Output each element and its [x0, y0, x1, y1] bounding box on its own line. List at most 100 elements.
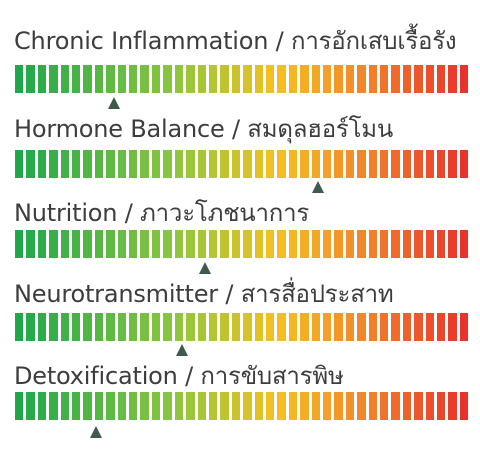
gauge-segment — [334, 392, 343, 420]
gauge-bar-nutrition — [15, 230, 469, 258]
gauge-segment — [414, 313, 423, 341]
gauge-segment — [277, 392, 286, 420]
gauge-segment — [174, 313, 184, 341]
gauge-segment — [220, 313, 229, 341]
gauge-segment — [322, 392, 332, 420]
gauge-segment — [288, 230, 298, 258]
gauge-segment — [459, 230, 469, 258]
gauge-segment — [186, 230, 195, 258]
gauge-segment — [83, 150, 92, 178]
gauge-segment — [208, 230, 218, 258]
gauge-segment — [37, 313, 47, 341]
gauge-segment — [459, 150, 469, 178]
gauge-segment — [322, 313, 332, 341]
gauge-segment — [311, 392, 320, 420]
gauge-segment — [49, 65, 58, 93]
gauge-segment — [243, 230, 252, 258]
gauge-segment — [459, 392, 469, 420]
gauge-segment — [402, 313, 412, 341]
gauge-segment — [151, 230, 161, 258]
gauge-segment — [117, 150, 127, 178]
gauge-segment — [368, 65, 377, 93]
gauge-segment — [345, 150, 355, 178]
gauge-segment — [72, 392, 81, 420]
gauge-segment — [300, 65, 309, 93]
gauge-segment — [345, 230, 355, 258]
gauge-segment — [265, 313, 275, 341]
gauge-segment — [425, 392, 435, 420]
gauge-segment — [265, 230, 275, 258]
gauge-segment — [197, 313, 206, 341]
gauge-segment — [72, 313, 81, 341]
gauge-segment — [94, 313, 104, 341]
gauge-segment — [106, 313, 115, 341]
gauge-segment — [129, 230, 138, 258]
gauge-segment — [254, 150, 263, 178]
gauge-segment — [49, 150, 58, 178]
gauge-segment — [391, 392, 400, 420]
gauge-segment — [83, 313, 92, 341]
gauge-segment — [243, 392, 252, 420]
gauge-segment — [459, 313, 469, 341]
gauge-segment — [322, 150, 332, 178]
gauge-segment — [117, 65, 127, 93]
gauge-segment — [60, 65, 70, 93]
gauge-segment — [94, 150, 104, 178]
gauge-segment — [300, 392, 309, 420]
gauge-segment — [459, 65, 469, 93]
gauge-segment — [402, 150, 412, 178]
gauge-segment — [288, 313, 298, 341]
gauge-segment — [140, 150, 149, 178]
gauge-segment — [448, 65, 457, 93]
gauge-segment — [37, 392, 47, 420]
gauge-segment — [140, 65, 149, 93]
gauge-segment — [414, 230, 423, 258]
gauge-segment — [106, 150, 115, 178]
gauge-segment — [345, 313, 355, 341]
gauge-segment — [197, 65, 206, 93]
gauge-segment — [254, 65, 263, 93]
gauge-segment — [277, 150, 286, 178]
gauge-segment — [186, 65, 195, 93]
gauge-label-chronic-inflammation: Chronic Inflammation / การอักเสบเรื้อรัง — [14, 27, 457, 55]
gauge-segment — [60, 392, 70, 420]
gauge-segment — [151, 313, 161, 341]
gauge-label-neurotransmitter: Neurotransmitter / สารสื่อประสาท — [14, 280, 394, 308]
gauge-segment — [94, 392, 104, 420]
gauge-segment — [49, 230, 58, 258]
gauge-segment — [254, 392, 263, 420]
gauge-segment — [322, 65, 332, 93]
gauge-segment — [49, 313, 58, 341]
gauge-segment — [15, 150, 24, 178]
gauge-segment — [437, 150, 446, 178]
gauge-bar-chronic-inflammation — [15, 65, 469, 93]
gauge-segment — [380, 230, 389, 258]
gauge-segment — [208, 313, 218, 341]
gauge-segment — [231, 392, 241, 420]
gauge-segment — [368, 313, 377, 341]
gauge-segment — [163, 65, 172, 93]
gauge-segment — [334, 150, 343, 178]
gauge-segment — [243, 65, 252, 93]
gauge-segment — [243, 150, 252, 178]
gauge-segment — [129, 150, 138, 178]
gauge-marker-nutrition — [198, 262, 211, 274]
gauge-segment — [174, 230, 184, 258]
gauge-segment — [231, 65, 241, 93]
gauge-segment — [425, 230, 435, 258]
gauge-segment — [357, 65, 366, 93]
gauge-segment — [220, 392, 229, 420]
gauge-segment — [357, 230, 366, 258]
gauge-bar-neurotransmitter — [15, 313, 469, 341]
gauge-segment — [83, 65, 92, 93]
gauge-segment — [163, 230, 172, 258]
gauge-segment — [402, 230, 412, 258]
gauge-segment — [49, 392, 58, 420]
gauge-segment — [94, 230, 104, 258]
gauge-segment — [106, 392, 115, 420]
gauge-segment — [254, 230, 263, 258]
gauge-segment — [140, 392, 149, 420]
gauge-segment — [357, 150, 366, 178]
gauge-segment — [26, 313, 35, 341]
gauge-segment — [197, 392, 206, 420]
